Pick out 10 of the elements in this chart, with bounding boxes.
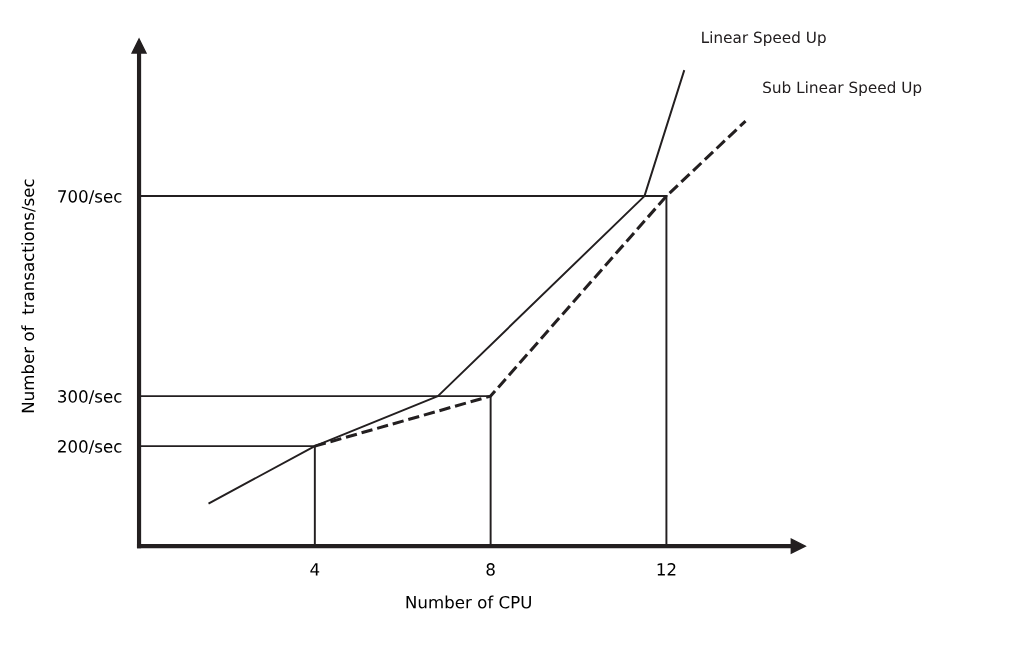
x-tick-label: 4 (310, 563, 320, 576)
text: Linear Speed Up (702, 31, 826, 47)
y-tick-label: 700/sec (58, 190, 122, 204)
x-tick-label: 8 (486, 563, 495, 576)
x-axis-title: Number of CPU (406, 595, 531, 609)
x-tick-label: 12 (657, 563, 676, 576)
y-axis-title: Number of transactions/sec (21, 179, 36, 413)
y-tick-label: 200/sec (58, 440, 122, 454)
y-tick-label: 300/sec (58, 390, 122, 404)
text: Sub Linear Speed Up (763, 81, 922, 97)
